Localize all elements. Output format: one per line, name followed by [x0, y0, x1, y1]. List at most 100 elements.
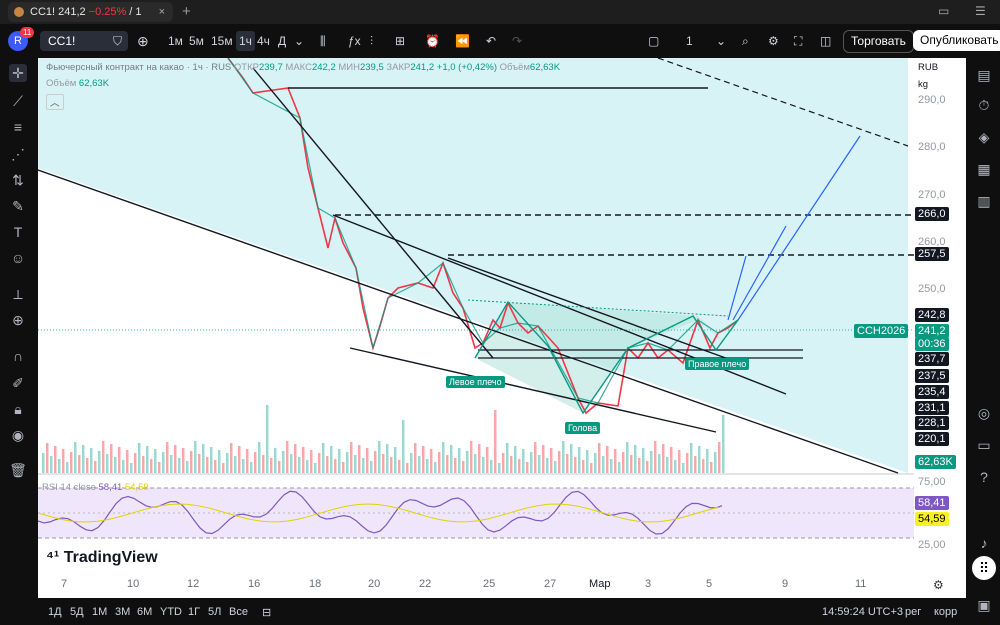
trash-icon[interactable]: 🗑︎: [9, 462, 27, 478]
range-1d[interactable]: 1Д: [48, 606, 62, 618]
ruler-icon[interactable]: ⟂: [13, 286, 23, 302]
pattern-icon[interactable]: ⋰: [11, 146, 25, 162]
bottom-panel-icon[interactable]: ▣: [977, 597, 991, 613]
data-window-icon[interactable]: ◈: [978, 129, 990, 145]
range-all[interactable]: Все: [229, 606, 248, 618]
adjust-toggle[interactable]: корр: [934, 606, 958, 618]
range-5d[interactable]: 5Д: [70, 606, 84, 618]
volume-bar: [634, 445, 637, 473]
ideas-icon[interactable]: ◎: [977, 405, 991, 421]
watchlist-icon[interactable]: ⛉: [113, 34, 123, 48]
interval-day[interactable]: Д: [278, 34, 287, 48]
replay-icon[interactable]: ⏪: [455, 34, 470, 48]
volume-bar: [642, 448, 645, 473]
calendar-icon[interactable]: ▥: [977, 193, 991, 209]
compare-add-icon[interactable]: ⊕: [137, 33, 149, 49]
volume-bar: [62, 449, 65, 473]
layout-dropdown-icon[interactable]: ⌄: [716, 34, 727, 48]
chart-pane[interactable]: Фьючерсный контракт на какао · 1ч · RUS …: [38, 58, 966, 598]
volume-bar: [214, 460, 217, 473]
unit-label[interactable]: kg: [918, 79, 929, 90]
trade-button[interactable]: Торговать: [843, 30, 914, 53]
range-1y[interactable]: 1Г: [188, 606, 201, 618]
settings-gear-icon[interactable]: ⚙: [768, 34, 779, 48]
symbol-search-input[interactable]: CC1!: [40, 31, 128, 51]
hotlist-icon[interactable]: ▦: [977, 161, 991, 177]
interval-5m[interactable]: 5м: [189, 34, 204, 48]
volume-bar: [110, 444, 113, 473]
axis-settings-gear-icon[interactable]: ⚙: [933, 578, 944, 592]
volume-bar: [682, 463, 685, 473]
emoji-icon[interactable]: ☺: [10, 250, 26, 266]
new-tab-button[interactable]: +: [182, 3, 191, 20]
crosshair-icon[interactable]: ✛: [9, 64, 27, 82]
volume-bar: [398, 460, 401, 473]
indicators-label-icon[interactable]: ⫶: [370, 34, 374, 48]
session-toggle[interactable]: рег: [905, 606, 922, 618]
legend-open: 239,7: [258, 62, 283, 73]
candles-icon[interactable]: ⫼: [320, 34, 326, 48]
interval-dropdown-icon[interactable]: ⌄: [294, 34, 305, 48]
currency-label[interactable]: RUB: [918, 62, 939, 73]
level-label: 231,1: [915, 401, 949, 415]
range-5y[interactable]: 5Л: [208, 606, 222, 618]
browser-tab[interactable]: CC1! 241,2 −0.25% / 1 ×: [8, 2, 173, 22]
goto-date-icon[interactable]: ⊟: [262, 607, 272, 619]
redo-icon[interactable]: ↷: [512, 34, 523, 48]
volume-bar: [314, 463, 317, 473]
menu-icon[interactable]: ☰: [975, 4, 986, 18]
alerts-panel-icon[interactable]: ⏱: [978, 97, 990, 113]
range-ytd[interactable]: YTD: [160, 606, 182, 618]
interval-4h[interactable]: 4ч: [257, 34, 270, 48]
alert-icon[interactable]: ⏰: [425, 34, 440, 48]
notification-badge: 11: [20, 27, 35, 38]
legend-open-label: ОТКР: [233, 62, 259, 73]
time-tick: 22: [419, 578, 432, 590]
zoom-in-icon[interactable]: ⊕: [12, 312, 24, 328]
projection-icon[interactable]: ⇅: [12, 172, 24, 188]
layouts-icon[interactable]: ⊞: [395, 34, 406, 48]
time-tick: 7: [61, 578, 68, 590]
layout-count[interactable]: 1: [686, 34, 693, 48]
range-6m[interactable]: 6М: [137, 606, 153, 618]
tab-close-icon[interactable]: ×: [158, 6, 165, 18]
collapse-legend-icon[interactable]: ︿: [46, 94, 64, 110]
volume-bar: [114, 457, 117, 473]
magnet-icon[interactable]: ∩: [12, 348, 24, 364]
undo-icon[interactable]: ↶: [486, 34, 497, 48]
more-apps-icon[interactable]: ⠿: [972, 556, 996, 580]
symbol-tag: CCH2026: [854, 324, 909, 338]
publish-button[interactable]: Опубликовать: [913, 30, 1000, 51]
legend-high: 242,2: [311, 62, 336, 73]
interval-1m[interactable]: 1м: [168, 34, 183, 48]
fullscreen-icon[interactable]: ⛶: [794, 34, 803, 48]
watchlist-panel-icon[interactable]: ▤: [977, 67, 991, 83]
notifications-icon[interactable]: ♪: [980, 535, 988, 551]
trend-line-icon[interactable]: ⟋: [13, 93, 23, 109]
visibility-eye-icon[interactable]: ◉: [11, 427, 25, 443]
layout-square-icon[interactable]: ▢: [648, 34, 660, 48]
stay-drawing-icon[interactable]: ✐: [12, 375, 24, 391]
help-icon[interactable]: ?: [980, 469, 988, 485]
range-3m[interactable]: 3М: [115, 606, 131, 618]
quick-search-icon[interactable]: ⌕: [742, 34, 749, 48]
legend-volume-label: Объём: [499, 62, 530, 73]
snapshot-camera-icon[interactable]: ◫: [820, 34, 832, 48]
chat-icon[interactable]: ▭: [977, 437, 991, 453]
legend-low: 239,5: [359, 62, 384, 73]
range-1m[interactable]: 1М: [92, 606, 108, 618]
interval-1h[interactable]: 1ч: [236, 31, 255, 51]
fib-icon[interactable]: ≡: [13, 119, 23, 135]
text-tool-icon[interactable]: T: [13, 224, 23, 240]
price-chart-svg[interactable]: [38, 58, 966, 598]
brush-icon[interactable]: ✎: [12, 198, 24, 214]
lock-icon[interactable]: 🔒︎: [14, 401, 22, 417]
indicators-icon[interactable]: ƒx: [348, 34, 361, 48]
clock[interactable]: 14:59:24 UTC+3: [822, 606, 904, 618]
time-tick: 16: [248, 578, 261, 590]
volume-bar: [446, 455, 449, 473]
tab-price: 241,2: [58, 6, 86, 18]
head-label: Голова: [565, 422, 601, 434]
interval-15m[interactable]: 15м: [211, 34, 233, 48]
screen-icon[interactable]: ▭: [938, 4, 950, 18]
